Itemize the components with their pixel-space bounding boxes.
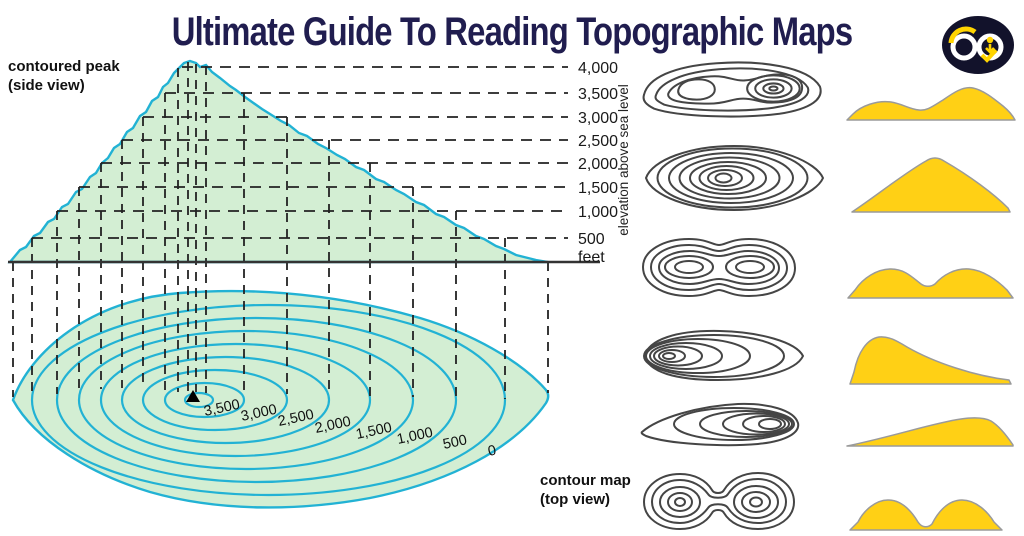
contour-thumb-single-peak: [642, 140, 827, 221]
scale-4000: 4,000: [578, 60, 618, 77]
contour-ring-2500: [120, 355, 331, 445]
contour-ring-4000: [183, 391, 215, 409]
map-label-3000: 3,000: [240, 402, 279, 425]
contour-ring-1000: [55, 316, 458, 484]
side-view-caption-line2: (side view): [8, 76, 85, 94]
scale-2000: 2,000: [578, 156, 618, 173]
contour-map-top-view: [11, 289, 550, 509]
contour-thumb-steep-right: [638, 396, 804, 459]
profile-steep-left: [847, 330, 1015, 391]
profile-two-peaks: [845, 78, 1017, 127]
scale-500: 500: [578, 231, 605, 248]
profile-single-peak: [848, 152, 1012, 219]
scale-1000: 1,000: [578, 204, 618, 221]
map-label-1000: 1,000: [396, 425, 435, 448]
axis-label: elevation above sea level: [616, 84, 631, 236]
top-view-caption-line1: contour map: [540, 472, 631, 489]
map-label-500: 500: [442, 432, 469, 453]
scale-1500: 1,500: [578, 180, 618, 197]
contour-ring-2000: [99, 342, 372, 458]
top-view-caption: contour map (top view): [540, 472, 631, 510]
contour-thumb-steep-left: [640, 322, 808, 397]
top-view-caption-line2: (top view): [540, 490, 610, 508]
map-label-3500: 3,500: [203, 397, 242, 420]
contour-thumb-two-peaks: [638, 56, 828, 127]
scale-2500: 2,500: [578, 133, 618, 150]
scale-3500: 3,500: [578, 86, 618, 103]
scale-3000: 3,000: [578, 110, 618, 127]
contour-ring-1500: [77, 329, 415, 471]
side-view-caption-line1: contoured peak: [8, 58, 120, 75]
profile-steep-right: [845, 410, 1019, 453]
profile-twin-hills: [846, 486, 1016, 536]
contour-ring-3000: [141, 368, 289, 432]
map-label-2500: 2,500: [277, 407, 316, 430]
page-title: Ultimate Guide To Reading Topographic Ma…: [171, 10, 853, 54]
summit-triangle-icon: [186, 390, 200, 402]
map-label-1500: 1,500: [355, 420, 394, 443]
profile-twin-ridges: [845, 256, 1019, 305]
contour-thumb-twin-hills: [636, 466, 802, 536]
scale-unit: feet: [578, 249, 605, 266]
contour-ring-0: [11, 289, 550, 509]
projection-lines: [12, 62, 549, 399]
map-label-0: 0: [487, 443, 498, 460]
contour-map-labels: 3,500 3,000 2,500 2,000 1,500 1,000 500 …: [203, 397, 498, 460]
contour-ring-3500: [163, 381, 246, 419]
contour-thumb-twin-ridges: [636, 231, 802, 309]
elevation-scale: 4,000 3,500 3,000 2,500 2,000 1,500 1,00…: [578, 60, 631, 266]
side-view-caption: contoured peak (side view): [8, 58, 120, 96]
mountain-profile: [7, 59, 549, 264]
elevation-gridlines: [32, 66, 568, 239]
contour-ring-500: [30, 303, 507, 497]
map-label-2000: 2,000: [314, 414, 353, 437]
infinity-download-logo-icon: [941, 15, 1015, 80]
